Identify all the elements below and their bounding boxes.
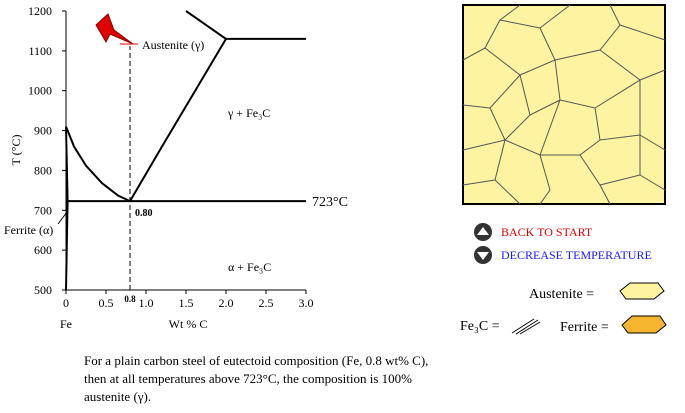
description: For a plain carbon steel of eutectoid co… bbox=[84, 352, 484, 406]
y-tick-label: 600 bbox=[34, 243, 52, 257]
phase-boundary bbox=[65, 126, 131, 203]
region-label: α + Fe₃C bbox=[228, 260, 271, 274]
phase-boundary bbox=[65, 126, 69, 291]
button-label[interactable]: BACK TO START bbox=[501, 225, 593, 239]
y-tick-label: 800 bbox=[34, 163, 52, 177]
text-line: austenite (γ). bbox=[84, 389, 152, 404]
y-tick-label: 900 bbox=[34, 124, 52, 138]
ferrite-pointer bbox=[57, 211, 68, 225]
x-tick-label: 0 bbox=[63, 296, 69, 310]
region-label: γ + Fe₃C bbox=[227, 106, 270, 120]
y-axis-label: T (°C) bbox=[9, 135, 23, 166]
diagram: BACK TO START DECREASE TEMPERATURE Auste… bbox=[4, 4, 667, 335]
text-line: then at all temperatures above 723°C, th… bbox=[84, 371, 412, 386]
phase-boundary bbox=[129, 38, 227, 202]
button-label[interactable]: DECREASE TEMPERATURE bbox=[501, 248, 652, 262]
phase-boundary bbox=[185, 10, 227, 40]
y-tick-label: 1200 bbox=[28, 4, 52, 18]
y-tick-label: 700 bbox=[34, 203, 52, 217]
ferrite-label: Ferrite (α) bbox=[4, 223, 53, 237]
y-tick-label: 500 bbox=[34, 283, 52, 297]
decrease-button[interactable]: DECREASE TEMPERATURE bbox=[474, 246, 652, 264]
micrograph bbox=[462, 4, 666, 205]
legend-label: Ferrite = bbox=[560, 320, 609, 335]
eutectoid-label: 0.80 bbox=[135, 208, 153, 219]
austenite-label: Austenite (γ) bbox=[142, 38, 204, 52]
x-origin-label: Fe bbox=[60, 317, 72, 331]
fe3c-swatch bbox=[511, 318, 541, 335]
ferrite-swatch bbox=[621, 315, 667, 334]
text-line: For a plain carbon steel of eutectoid co… bbox=[84, 353, 429, 368]
x-tick-label: 1.0 bbox=[139, 296, 154, 310]
pointer-arrow bbox=[95, 13, 134, 45]
x-tick-label: 2.0 bbox=[219, 296, 234, 310]
x-tick-label: 0.5 bbox=[99, 296, 114, 310]
back-button[interactable]: BACK TO START bbox=[474, 223, 593, 241]
x-tick-label: 3.0 bbox=[299, 296, 314, 310]
x-tick-label: 1.5 bbox=[179, 296, 194, 310]
legend-label: Austenite = bbox=[529, 287, 594, 302]
x-tick-label: 2.5 bbox=[259, 296, 274, 310]
x-axis-label: Wt % C bbox=[169, 317, 208, 331]
eutectoid-temperature: 723°C bbox=[312, 195, 348, 210]
y-tick-label: 1100 bbox=[28, 44, 52, 58]
legend-label: Fe₃C = bbox=[460, 319, 500, 334]
composition-label: 0.8 bbox=[124, 294, 136, 304]
austenite-swatch bbox=[619, 282, 665, 300]
y-tick-label: 1000 bbox=[28, 84, 52, 98]
